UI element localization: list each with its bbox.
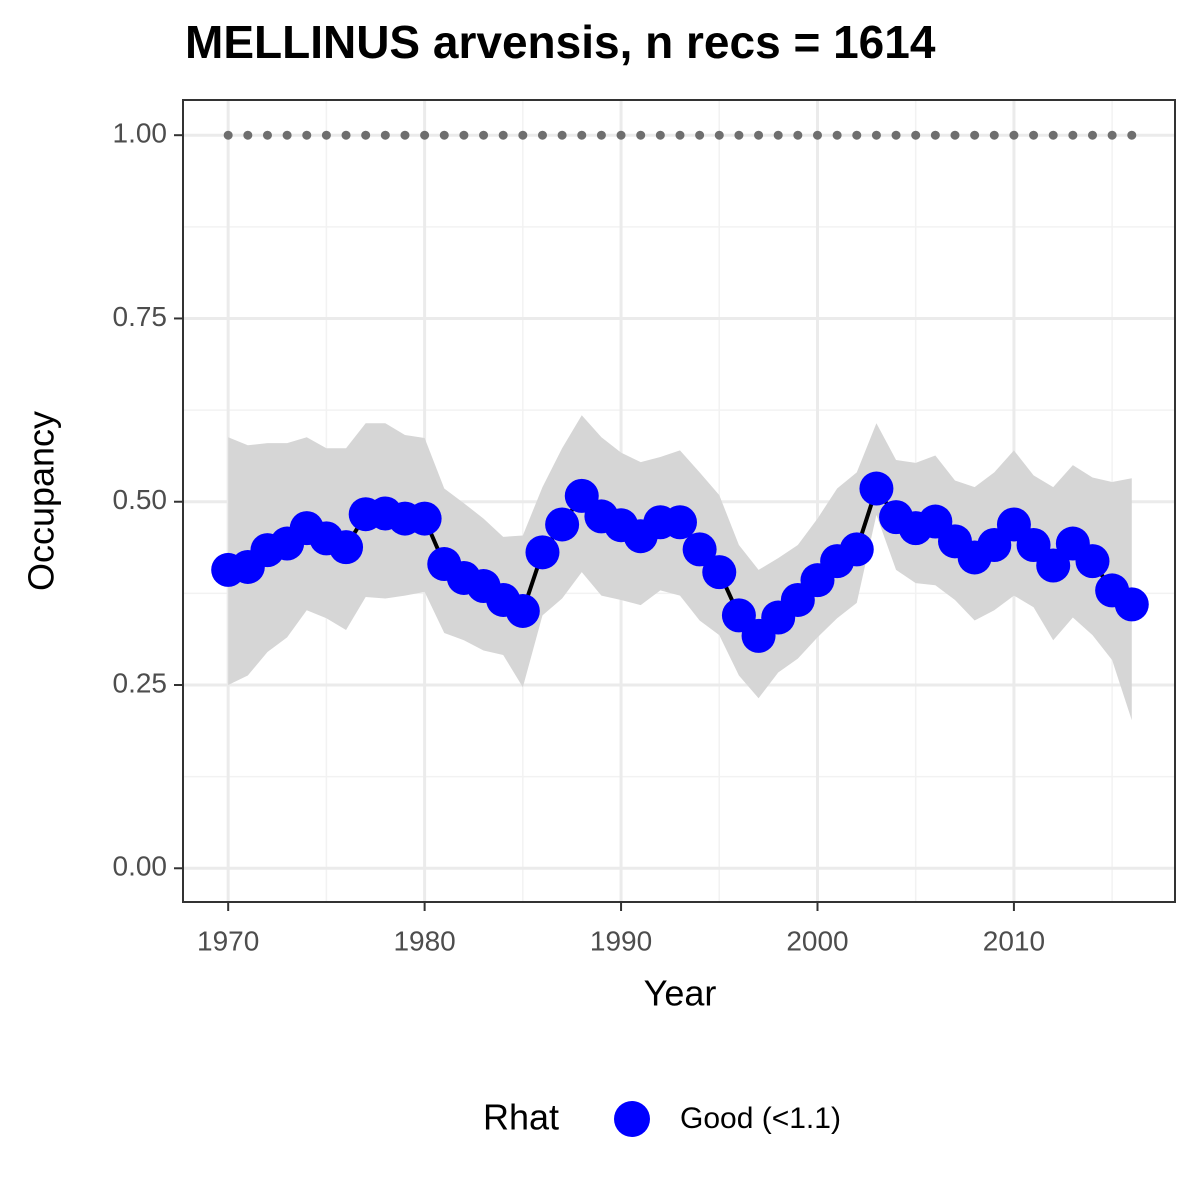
reference-dot [871, 130, 881, 140]
legend-label: Good (<1.1) [680, 1102, 841, 1135]
reference-dot [1068, 130, 1078, 140]
reference-dot [223, 130, 233, 140]
point [1036, 548, 1071, 583]
reference-dot [714, 130, 724, 140]
reference-dot [262, 130, 272, 140]
reference-dot [302, 130, 312, 140]
reference-dot [1029, 130, 1039, 140]
x-tick-label: 2000 [786, 925, 848, 956]
legend-swatch [614, 1101, 650, 1137]
point [682, 532, 717, 567]
reference-dot [950, 130, 960, 140]
point [1075, 544, 1110, 579]
reference-dot [518, 130, 528, 140]
y-tick-label: 0.50 [113, 484, 168, 515]
point [505, 593, 540, 628]
reference-dot [989, 130, 999, 140]
reference-dot [498, 130, 508, 140]
y-tick-label: 1.00 [113, 118, 168, 149]
reference-dot [537, 130, 547, 140]
reference-dot [773, 130, 783, 140]
reference-dot [1087, 130, 1097, 140]
reference-dot [1048, 130, 1058, 140]
reference-dot [596, 130, 606, 140]
reference-dot [459, 130, 469, 140]
reference-dot [911, 130, 921, 140]
reference-dot [557, 130, 567, 140]
reference-dot [1127, 130, 1137, 140]
x-tick-label: 1970 [197, 925, 259, 956]
reference-dot [1009, 130, 1019, 140]
y-tick-label: 0.75 [113, 301, 168, 332]
reference-dot [812, 130, 822, 140]
reference-dot [852, 130, 862, 140]
reference-dot [734, 130, 744, 140]
chart-title: MELLINUS arvensis, n recs = 1614 [185, 16, 936, 68]
reference-dot [930, 130, 940, 140]
reference-dot [577, 130, 587, 140]
y-tick-label: 0.25 [113, 667, 168, 698]
reference-dot [400, 130, 410, 140]
point [329, 530, 364, 565]
x-tick-label: 1980 [393, 925, 455, 956]
reference-dot [321, 130, 331, 140]
point [407, 501, 442, 536]
reference-dot [616, 130, 626, 140]
reference-dot [655, 130, 665, 140]
reference-dot [970, 130, 980, 140]
point [859, 471, 894, 506]
y-tick-label: 0.00 [113, 851, 168, 882]
x-tick-label: 1990 [590, 925, 652, 956]
reference-dot [420, 130, 430, 140]
reference-dot [675, 130, 685, 140]
reference-dot [754, 130, 764, 140]
reference-dot [361, 130, 371, 140]
point [525, 535, 560, 570]
reference-dot [695, 130, 705, 140]
reference-dot [479, 130, 489, 140]
reference-dot [891, 130, 901, 140]
confidence-band [228, 415, 1132, 721]
reference-dot [439, 130, 449, 140]
reference-dot [832, 130, 842, 140]
reference-dot [636, 130, 646, 140]
x-tick-label: 2010 [983, 925, 1045, 956]
point [702, 555, 737, 590]
x-axis-title: Year [644, 973, 717, 1014]
reference-dot [380, 130, 390, 140]
point [662, 505, 697, 540]
reference-dot [341, 130, 351, 140]
point [545, 507, 580, 542]
reference-dot [282, 130, 292, 140]
reference-dot [243, 130, 253, 140]
point [839, 532, 874, 567]
y-axis-title: Occupancy [21, 411, 62, 591]
legend-title: Rhat [483, 1097, 559, 1138]
reference-dot [793, 130, 803, 140]
reference-dot [1107, 130, 1117, 140]
point [1114, 587, 1149, 622]
